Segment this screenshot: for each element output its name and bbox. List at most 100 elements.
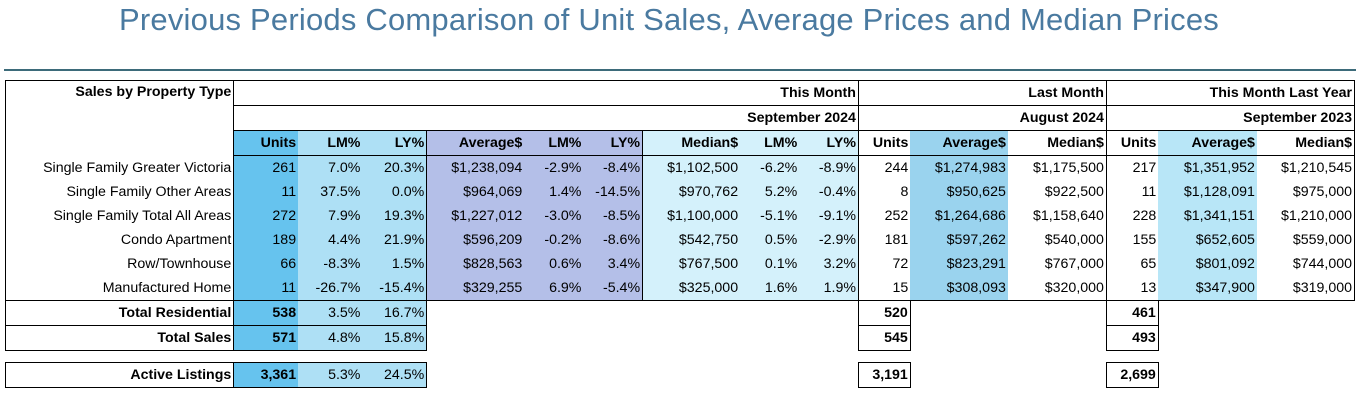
cell-average-lm: 0.6%: [524, 252, 584, 276]
cell-median-lm: 5.2%: [740, 180, 800, 204]
cell-units: 189: [233, 228, 299, 252]
cell-lm-units: 252: [884, 208, 909, 224]
col-units-lm: LM%: [298, 130, 363, 156]
cell-ly-average: $801,092: [1158, 252, 1257, 276]
total-sales-row-lm-units: 545: [857, 325, 911, 351]
cell-median-lm: -6.2%: [740, 155, 800, 180]
active-listings-row: Active Listings 3,361 5.3% 24.5% 3,191 2,699: [4, 362, 1355, 388]
total-residential-row-units: 538: [233, 300, 299, 326]
cell-ly-units: 13: [1106, 276, 1159, 301]
cell-average-ly: -14.5%: [583, 180, 644, 204]
cell-units-lm: 4.4%: [298, 228, 363, 252]
cell-ly-median: $559,000: [1256, 228, 1355, 252]
cell-ly-units: 217: [1132, 160, 1157, 176]
cell-ly-median: $744,000: [1256, 252, 1355, 276]
cell-median-ly: 3.2%: [799, 252, 859, 276]
cell-median-lm: 0.5%: [740, 228, 800, 252]
col-average: Average$: [426, 130, 525, 156]
total-sales-row-ly: 15.8%: [362, 325, 428, 351]
cell-lm-average: $1,264,686: [910, 204, 1008, 228]
spacer: [1158, 326, 1354, 351]
title-divider: [4, 69, 1356, 71]
cell-median: $1,102,500: [642, 155, 741, 180]
last-month-period: August 2024: [858, 105, 1107, 131]
cell-units-ly: 1.5%: [362, 252, 428, 276]
row-gap: [6, 351, 1355, 363]
cell-lm-average: $597,262: [910, 228, 1008, 252]
cell-median-ly: -9.1%: [799, 204, 859, 228]
total-residential-row-label: Total Residential: [4, 300, 235, 326]
col-units-ly: LY%: [362, 130, 428, 156]
cell-median-lm: -5.1%: [740, 204, 800, 228]
cell-ly-median: $1,210,545: [1256, 155, 1355, 180]
total-residential-row: Total Residential 538 3.5% 16.7% 520 461: [4, 300, 1355, 326]
total-sales-row-label: Total Sales: [4, 325, 235, 351]
cell-average: $828,563: [426, 252, 525, 276]
spacer: [427, 301, 859, 326]
cell-ly-units: 11: [1141, 184, 1157, 200]
cell-average-lm: 6.9%: [524, 276, 584, 301]
cell-average-ly: -5.4%: [583, 276, 644, 301]
cell-units-lm: 7.9%: [298, 204, 363, 228]
cell-median: $1,100,000: [642, 204, 741, 228]
cell-lm-median: $1,158,640: [1007, 204, 1107, 228]
header-row-3: Units LM% LY% Average$ LM% LY% Median$ L…: [6, 130, 1355, 156]
cell-median: $970,762: [642, 180, 741, 204]
cell-lm-average: $950,625: [910, 180, 1008, 204]
last-year-header: This Month Last Year: [1106, 80, 1356, 106]
property-type-label: Single Family Greater Victoria: [4, 155, 235, 180]
property-type-label: Row/Townhouse: [4, 252, 235, 276]
col-units: Units: [233, 130, 299, 156]
cell-average: $964,069: [426, 180, 525, 204]
cell-units: 11: [233, 276, 299, 301]
active-listings-row-ly: 24.5%: [362, 362, 428, 388]
cell-average-lm: 1.4%: [524, 180, 584, 204]
cell-units-ly: -15.4%: [362, 276, 428, 301]
cell-lm-median: $922,500: [1007, 180, 1107, 204]
total-sales-row-lm: 4.8%: [298, 325, 363, 351]
cell-units-lm: -8.3%: [298, 252, 363, 276]
cell-units-ly: 19.3%: [362, 204, 428, 228]
cell-lm-median: $540,000: [1007, 228, 1107, 252]
cell-lm-median: $1,175,500: [1007, 155, 1107, 180]
cell-median-lm: 1.6%: [740, 276, 800, 301]
cell-average-ly: -8.6%: [583, 228, 644, 252]
active-listings-row-units: 3,361: [233, 362, 299, 388]
cell-lm-median: $767,000: [1007, 252, 1107, 276]
cell-median-lm: 0.1%: [740, 252, 800, 276]
spacer: [427, 326, 859, 351]
cell-median: $542,750: [642, 228, 741, 252]
active-listings-row-label: Active Listings: [4, 362, 235, 388]
cell-lm-average: $823,291: [910, 252, 1008, 276]
cell-lm-units: 244: [884, 160, 909, 176]
cell-units: 261: [233, 155, 299, 180]
col-median-ly: LY%: [799, 130, 859, 156]
cell-ly-median: $319,000: [1256, 276, 1355, 301]
total-residential-row-ly: 16.7%: [362, 300, 428, 326]
total-residential-row-lm-units: 520: [857, 300, 911, 326]
property-type-label: Manufactured Home: [4, 276, 235, 301]
cell-ly-average: $652,605: [1158, 228, 1257, 252]
table-row: Row/Townhouse 66 -8.3% 1.5% $828,563 0.6% 3.4%…: [4, 252, 1355, 276]
property-type-label: Single Family Other Areas: [4, 180, 235, 204]
total-sales-row: Total Sales 571 4.8% 15.8% 545 493: [4, 325, 1355, 351]
col-lm-median: Median$: [1007, 130, 1107, 156]
cell-lm-average: $308,093: [910, 276, 1008, 301]
total-sales-row-units: 571: [233, 325, 299, 351]
total-sales-row-ly-units: 493: [1105, 325, 1159, 351]
col-ly-units: Units: [1106, 130, 1159, 156]
table-row: Manufactured Home 11 -26.7% -15.4% $329,255 6…: [4, 276, 1355, 301]
cell-units: 272: [233, 204, 299, 228]
cell-units-ly: 20.3%: [362, 155, 428, 180]
cell-ly-median: $1,210,000: [1256, 204, 1355, 228]
cell-ly-average: $1,341,151: [1158, 204, 1257, 228]
active-listings-row-lm: 5.3%: [298, 362, 363, 388]
total-residential-row-lm: 3.5%: [298, 300, 363, 326]
cell-median-ly: -0.4%: [799, 180, 859, 204]
spacer: [6, 351, 1355, 363]
cell-lm-units: 72: [892, 256, 909, 272]
col-median: Median$: [642, 130, 741, 156]
spacer: [427, 363, 859, 388]
cell-units: 66: [233, 252, 299, 276]
cell-median-ly: 1.9%: [799, 276, 859, 301]
